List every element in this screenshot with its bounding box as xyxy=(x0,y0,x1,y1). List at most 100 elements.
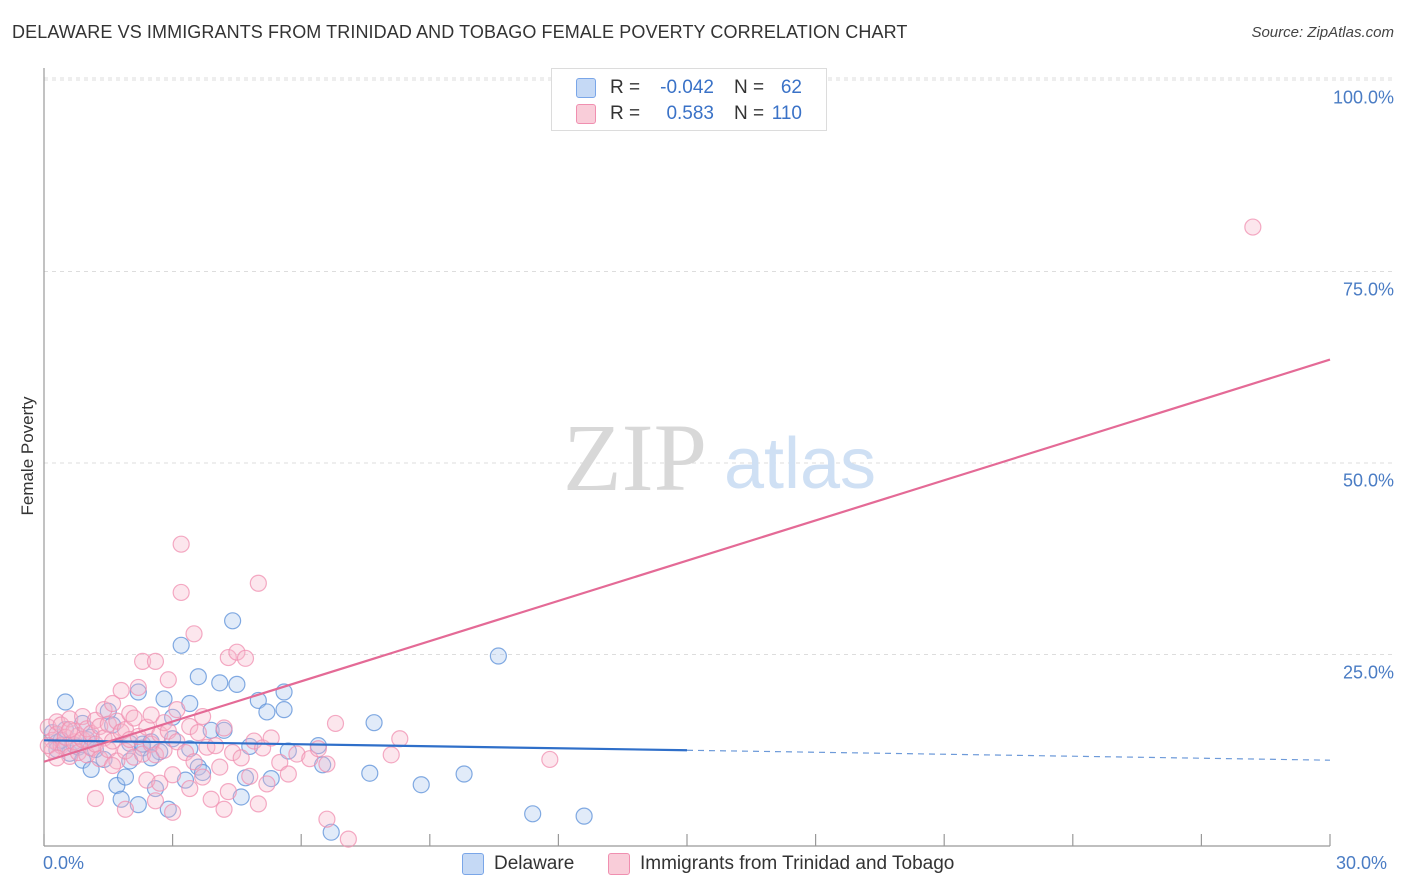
data-point xyxy=(219,783,237,801)
data-point xyxy=(215,719,233,737)
data-point xyxy=(211,674,229,692)
correlation-legend: R = -0.042 N = 62 R = 0.583 N = 110 xyxy=(551,68,827,131)
grid-lines xyxy=(44,77,1392,655)
data-point xyxy=(318,755,336,773)
data-point xyxy=(211,758,229,776)
chart-title: DELAWARE VS IMMIGRANTS FROM TRINIDAD AND… xyxy=(12,22,908,42)
data-point xyxy=(228,675,246,693)
series-label-delaware: Delaware xyxy=(494,853,575,874)
watermark-zip: ZIP xyxy=(563,404,707,511)
data-point xyxy=(318,810,336,828)
data-point xyxy=(103,694,122,713)
data-point xyxy=(309,740,327,758)
legend-row-delaware: R = -0.042 N = 62 xyxy=(552,75,826,101)
data-point xyxy=(224,612,242,630)
data-point xyxy=(176,771,195,789)
data-point xyxy=(194,768,212,786)
legend-r-value: 0.583 xyxy=(666,103,714,124)
data-point xyxy=(391,730,409,748)
data-point xyxy=(241,767,259,785)
series-swatch-trinidad xyxy=(608,853,630,875)
y-tick-label: 50.0% xyxy=(1342,470,1394,491)
data-point xyxy=(39,737,57,755)
legend-row-trinidad: R = 0.583 N = 110 xyxy=(552,101,826,127)
trend-line-delaware xyxy=(43,739,688,752)
data-point xyxy=(258,703,276,721)
data-point xyxy=(151,774,169,792)
data-point xyxy=(524,805,542,823)
data-point xyxy=(168,701,186,719)
x-tick-label-max: 30.0% xyxy=(1336,853,1388,873)
series-label-trinidad: Immigrants from Trinidad and Tobago xyxy=(640,853,955,874)
data-point xyxy=(275,701,293,719)
data-point xyxy=(116,800,135,818)
data-point xyxy=(189,724,207,742)
data-point xyxy=(39,718,57,736)
y-tick-label: 25.0% xyxy=(1342,662,1394,682)
legend-r-label: R = xyxy=(610,103,641,124)
legend-n-label: N = xyxy=(734,77,765,98)
data-point xyxy=(185,753,203,771)
data-point xyxy=(172,535,190,553)
source-label: Source: ZipAtlas.com xyxy=(1251,24,1394,41)
data-point xyxy=(125,709,143,727)
data-point xyxy=(159,671,177,689)
data-point xyxy=(176,743,195,762)
data-point xyxy=(575,807,593,825)
data-point xyxy=(181,717,199,736)
legend-swatch-trinidad xyxy=(576,104,596,124)
data-point xyxy=(138,771,156,789)
data-point xyxy=(232,749,250,767)
legend-swatch-delaware xyxy=(576,78,596,98)
data-point xyxy=(262,729,280,747)
data-point xyxy=(249,795,267,813)
data-point xyxy=(112,681,130,700)
data-point xyxy=(228,643,246,661)
data-point xyxy=(219,648,237,667)
data-point xyxy=(489,647,507,665)
data-point xyxy=(146,652,165,670)
data-point xyxy=(455,765,473,783)
data-point xyxy=(412,776,430,794)
legend-r-value: -0.042 xyxy=(660,77,714,98)
watermark-atlas: atlas xyxy=(724,424,876,504)
data-point xyxy=(142,706,160,724)
axes xyxy=(43,68,1331,847)
data-point xyxy=(224,743,242,762)
data-points xyxy=(39,218,1262,848)
data-point xyxy=(181,779,199,798)
watermark: ZIP atlas xyxy=(563,404,876,511)
data-point xyxy=(146,746,165,764)
data-point xyxy=(185,625,203,643)
data-point xyxy=(164,766,182,784)
data-point xyxy=(339,830,357,848)
data-point xyxy=(155,690,173,708)
data-point xyxy=(215,800,233,818)
data-point xyxy=(202,790,220,808)
data-point xyxy=(129,678,147,697)
y-tick-label: 75.0% xyxy=(1342,279,1394,299)
data-point xyxy=(288,745,306,763)
legend-n-value: 110 xyxy=(771,103,802,124)
data-point xyxy=(189,668,207,686)
data-point xyxy=(206,737,225,755)
y-tick-label: 100.0% xyxy=(1332,87,1394,108)
data-point xyxy=(361,764,379,782)
data-point xyxy=(249,574,267,592)
legend-n-label: N = xyxy=(734,103,765,124)
data-point xyxy=(271,753,289,772)
data-point xyxy=(382,746,400,764)
data-point xyxy=(164,803,182,821)
data-point xyxy=(86,789,105,808)
data-point xyxy=(103,756,122,775)
data-point xyxy=(279,765,297,783)
trend-lines xyxy=(43,358,1331,763)
trend-line-delaware-extension xyxy=(686,749,1331,761)
data-point xyxy=(322,823,340,841)
series-swatch-delaware xyxy=(462,853,484,875)
x-tick-label-min: 0.0% xyxy=(43,853,85,873)
data-point xyxy=(129,683,147,701)
series-points-trinidad xyxy=(39,218,1262,848)
data-point xyxy=(146,792,165,810)
data-point xyxy=(1244,218,1262,236)
